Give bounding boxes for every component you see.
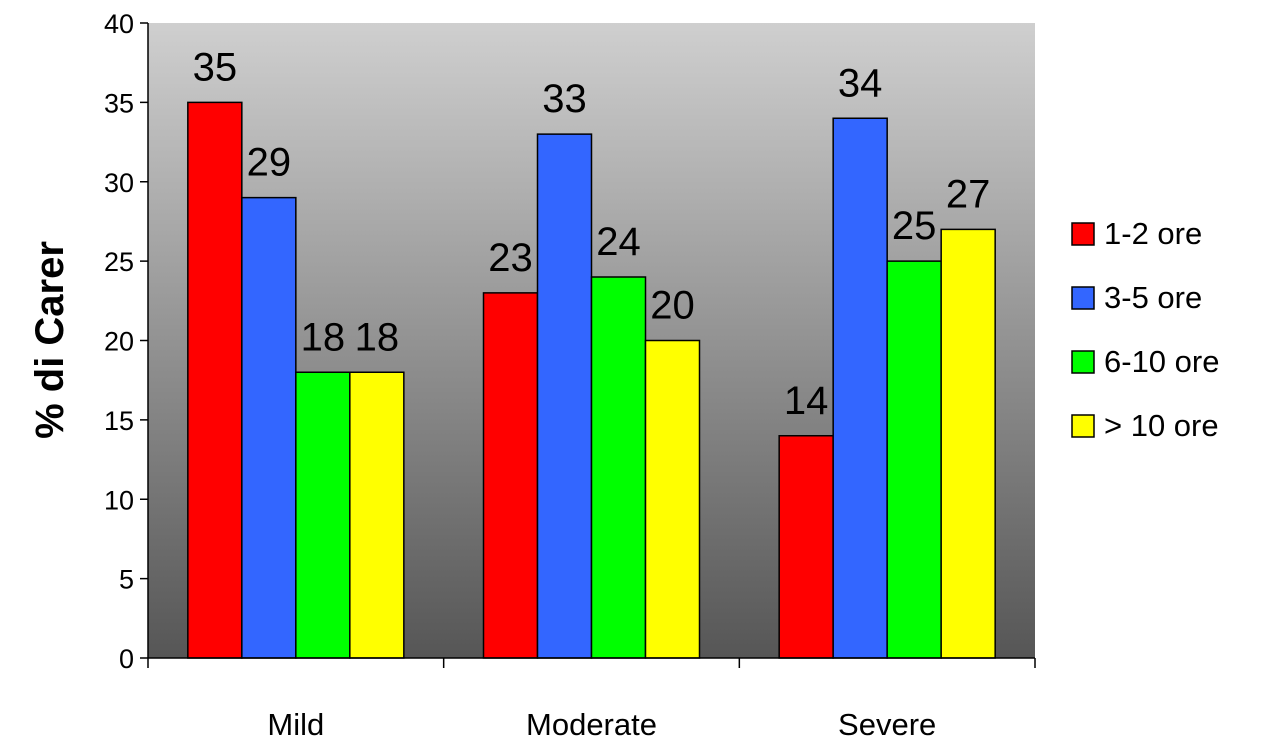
x-tick-label: Severe <box>838 707 936 742</box>
data-label: 20 <box>650 284 695 328</box>
x-tick-label: Mild <box>267 707 324 742</box>
y-tick-label: 10 <box>104 485 134 515</box>
bar <box>536 133 593 659</box>
data-label: 25 <box>892 204 937 248</box>
legend-label: 6-10 ore <box>1104 344 1219 379</box>
y-tick-label: 25 <box>104 247 134 277</box>
bar <box>349 371 405 659</box>
data-label: 24 <box>596 220 641 264</box>
data-label: 23 <box>488 236 533 280</box>
bar <box>778 435 834 659</box>
data-label: 18 <box>355 315 400 359</box>
bar <box>590 276 647 659</box>
legend-label: 1-2 ore <box>1104 216 1202 251</box>
legend-swatch <box>1071 222 1095 246</box>
bar <box>295 371 351 659</box>
y-axis-title: % di Carer <box>28 241 72 439</box>
y-tick-label: 15 <box>104 406 134 436</box>
data-label: 29 <box>247 141 292 185</box>
bar <box>644 339 701 659</box>
data-label: 14 <box>784 379 829 423</box>
x-tick-label: Moderate <box>526 707 657 742</box>
bar <box>187 101 243 659</box>
y-tick-label: 30 <box>104 168 134 198</box>
data-label: 27 <box>946 172 991 216</box>
data-label: 18 <box>301 315 346 359</box>
legend-swatch <box>1071 350 1095 374</box>
bar <box>940 228 996 659</box>
y-tick-label: 5 <box>119 565 134 595</box>
y-tick-label: 40 <box>104 9 134 39</box>
bar <box>482 292 539 659</box>
bar <box>886 260 942 659</box>
bar <box>832 117 888 659</box>
y-tick-label: 20 <box>104 327 134 357</box>
data-label: 34 <box>838 61 883 105</box>
legend-swatch <box>1071 286 1095 310</box>
legend-label: 3-5 ore <box>1104 280 1202 315</box>
data-label: 35 <box>193 45 238 89</box>
legend-label: > 10 ore <box>1104 408 1219 443</box>
y-tick-label: 0 <box>119 644 134 674</box>
y-tick-label: 35 <box>104 88 134 118</box>
legend-swatch <box>1071 414 1095 438</box>
bar <box>241 196 297 659</box>
data-label: 33 <box>542 77 587 121</box>
